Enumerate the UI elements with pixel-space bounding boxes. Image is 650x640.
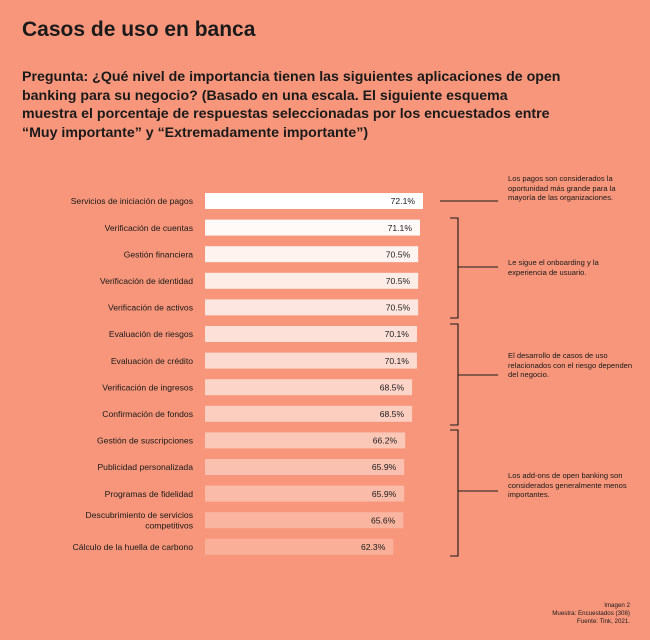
category-label: Verificación de identidad [100,276,193,286]
bar [205,352,417,369]
category-label: Programas de fidelidad [105,489,194,499]
bar [205,219,420,236]
footnote-source: Fuente: Tink, 2021. [577,618,630,625]
bar [205,246,419,263]
bar [205,432,406,449]
bar [205,193,423,209]
category-label: Descubrimiento de servicios competitivos [86,510,193,531]
footnote-sample: Muestra: Encuestados (308) [552,610,630,617]
value-label: 70.5% [386,276,411,286]
footnote: Imagen 2 Muestra: Encuestados (308) Fuen… [552,602,630,626]
bar [205,459,405,475]
value-label: 66.2% [373,436,398,446]
category-label: Evaluación de crédito [111,356,193,366]
chart-title: Casos de uso en banca [22,18,256,41]
value-label: 72.1% [391,196,416,206]
category-label: Gestión de suscripciones [97,436,193,446]
annotation-bracket [450,323,498,426]
value-label: 70.1% [385,356,410,366]
value-label: 70.5% [386,303,411,313]
value-label: 65.9% [372,489,397,499]
bar [205,379,413,396]
annotation-payments: Los pagos son considerados la oportunida… [508,174,616,203]
bar [205,326,417,342]
annotation-onboarding: Le sigue el onboarding y la experiencia … [508,258,599,277]
bar [205,272,419,289]
bar [205,299,419,316]
category-label: Servicios de iniciación de pagos [71,196,193,206]
question-text: Pregunta: ¿Qué nivel de importancia tien… [22,69,561,141]
value-label: 70.5% [386,249,411,259]
category-label: Confirmación de fondos [102,409,193,419]
bar [205,538,394,555]
value-label: 65.9% [372,462,397,472]
category-label: Cálculo de la huella de carbono [73,542,194,552]
category-label: Gestión financiera [124,249,193,259]
value-label: 71.1% [388,223,413,233]
category-label: Verificación de activos [108,303,193,313]
bar [205,485,405,502]
footnote-image-number: Imagen 2 [604,602,630,609]
value-label: 65.6% [371,515,396,525]
value-label: 70.1% [385,329,410,339]
annotation-risk: El desarrollo de casos de uso relacionad… [508,351,633,380]
category-label: Verificación de ingresos [102,382,193,392]
bar [205,405,413,422]
value-label: 62.3% [361,542,386,552]
bar [205,512,404,529]
category-label: Publicidad personalizada [97,462,193,472]
annotation-bracket [450,429,498,557]
value-label: 68.5% [380,409,405,419]
category-label: Evaluación de riesgos [109,329,193,339]
value-label: 68.5% [380,382,405,392]
annotation-bracket [450,217,498,319]
annotation-addons: Los add-ons de open banking son consider… [508,471,627,500]
category-label: Verificación de cuentas [105,223,193,233]
